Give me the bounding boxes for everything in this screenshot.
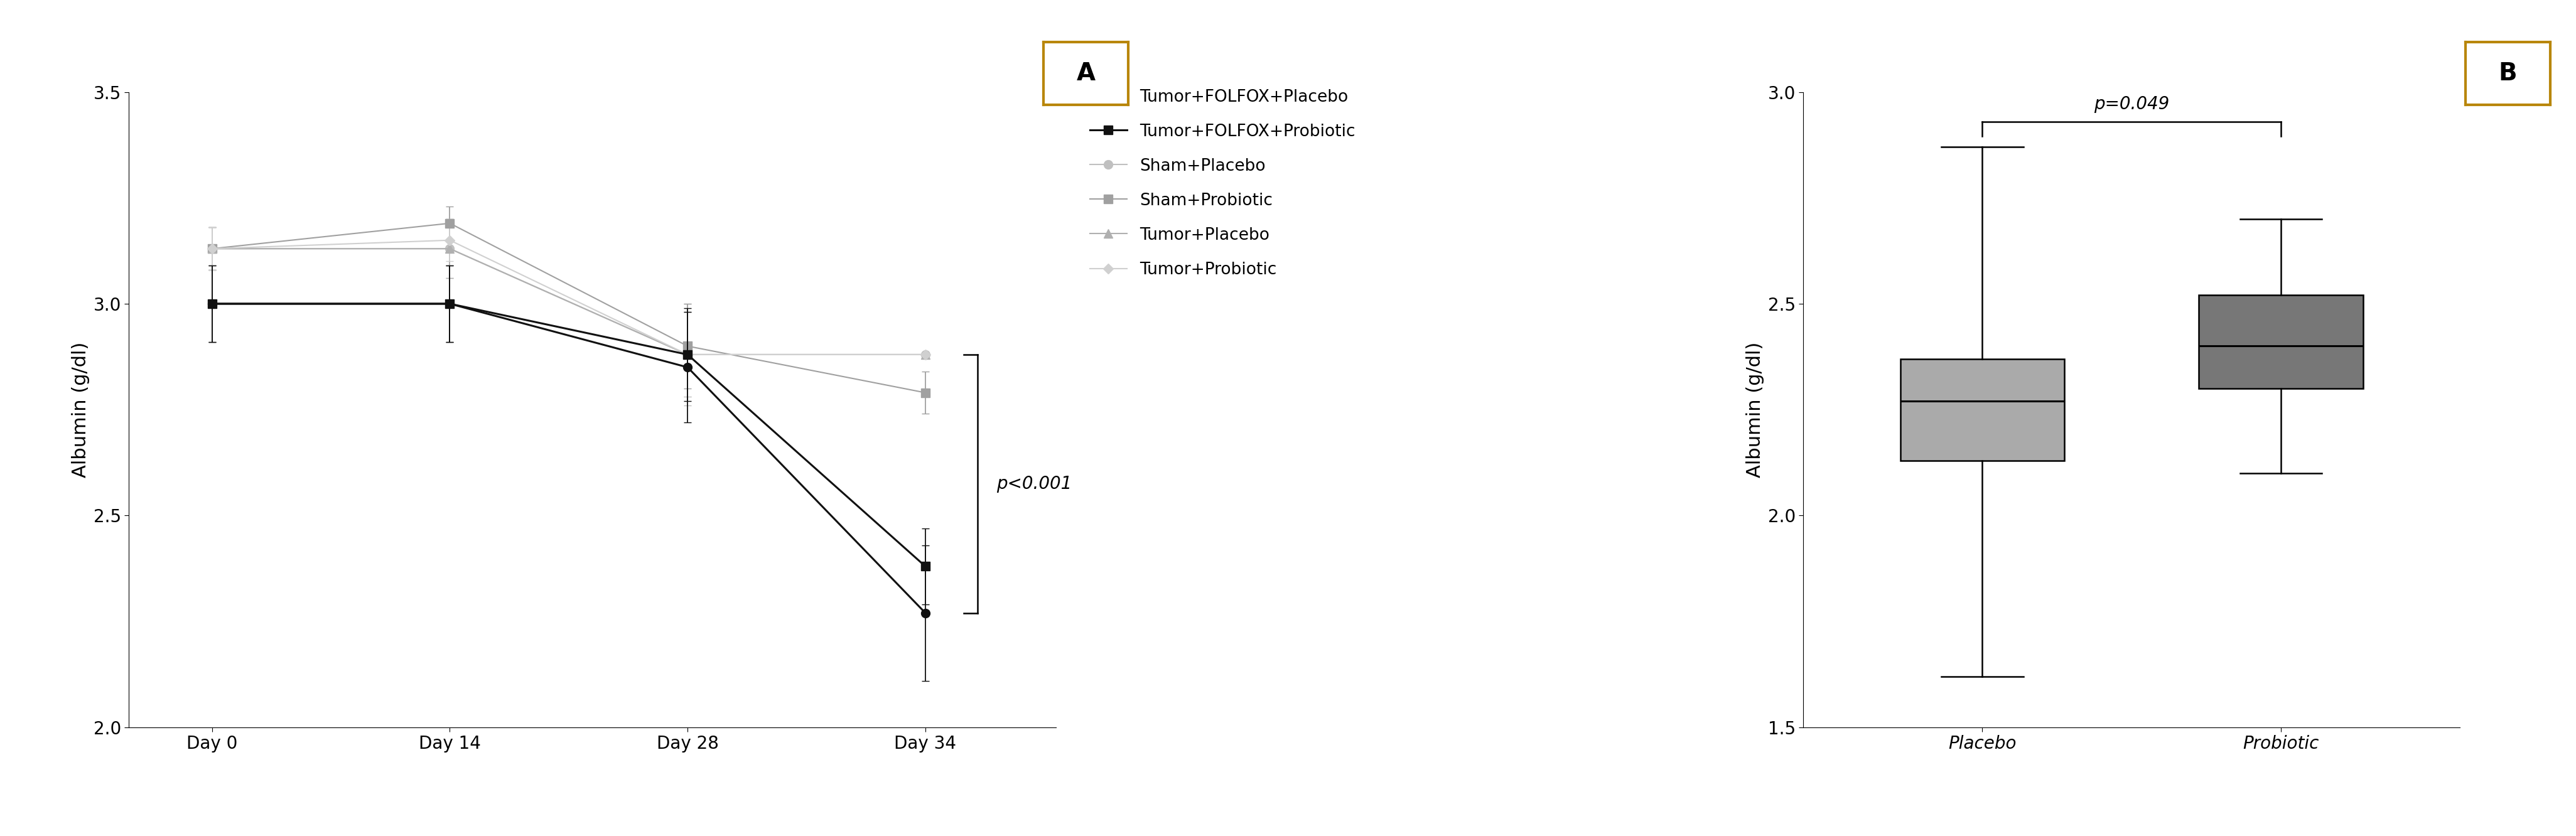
PathPatch shape [2200, 295, 2362, 389]
Text: B: B [2499, 61, 2517, 85]
Text: A: A [1077, 61, 1095, 85]
Y-axis label: Albumin (g/dl): Albumin (g/dl) [72, 342, 90, 477]
Text: p=0.049: p=0.049 [2094, 95, 2169, 113]
Y-axis label: Albumin (g/dl): Albumin (g/dl) [1747, 342, 1765, 477]
Text: p<0.001: p<0.001 [997, 475, 1072, 492]
PathPatch shape [1901, 359, 2063, 461]
Legend: Tumor+FOLFOX+Placebo, Tumor+FOLFOX+Probiotic, Sham+Placebo, Sham+Probiotic, Tumo: Tumor+FOLFOX+Placebo, Tumor+FOLFOX+Probi… [1090, 89, 1355, 278]
